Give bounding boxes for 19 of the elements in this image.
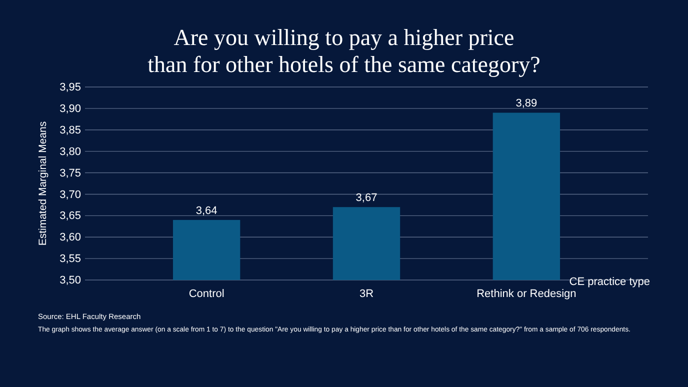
data-label: 3,64 bbox=[196, 204, 218, 217]
y-tick-label: 3,55 bbox=[60, 253, 81, 266]
x-axis-title: CE practice type bbox=[569, 276, 650, 288]
data-label: 3,67 bbox=[356, 192, 378, 204]
x-tick-label: Rethink or Redesign bbox=[476, 288, 576, 300]
x-tick-label: Control bbox=[188, 288, 224, 300]
y-tick-label: 3,90 bbox=[60, 102, 81, 115]
y-axis-title: Estimated Marginal Means bbox=[37, 121, 49, 246]
y-tick-label: 3,70 bbox=[60, 188, 81, 201]
y-tick-label: 3,85 bbox=[60, 124, 81, 136]
y-tick-label: 3,75 bbox=[60, 167, 81, 180]
chart-title: Are you willing to pay a higher price than for other hotels of the same category? bbox=[148, 25, 540, 77]
y-tick-label: 3,60 bbox=[60, 232, 81, 244]
y-tick-label: 3,95 bbox=[60, 82, 81, 94]
x-tick-label: 3R bbox=[359, 288, 374, 300]
y-tick-label: 3,65 bbox=[60, 210, 81, 222]
y-tick-label: 3,50 bbox=[60, 274, 81, 287]
data-label: 3,89 bbox=[516, 98, 538, 110]
y-tick-label: 3,80 bbox=[60, 146, 81, 158]
